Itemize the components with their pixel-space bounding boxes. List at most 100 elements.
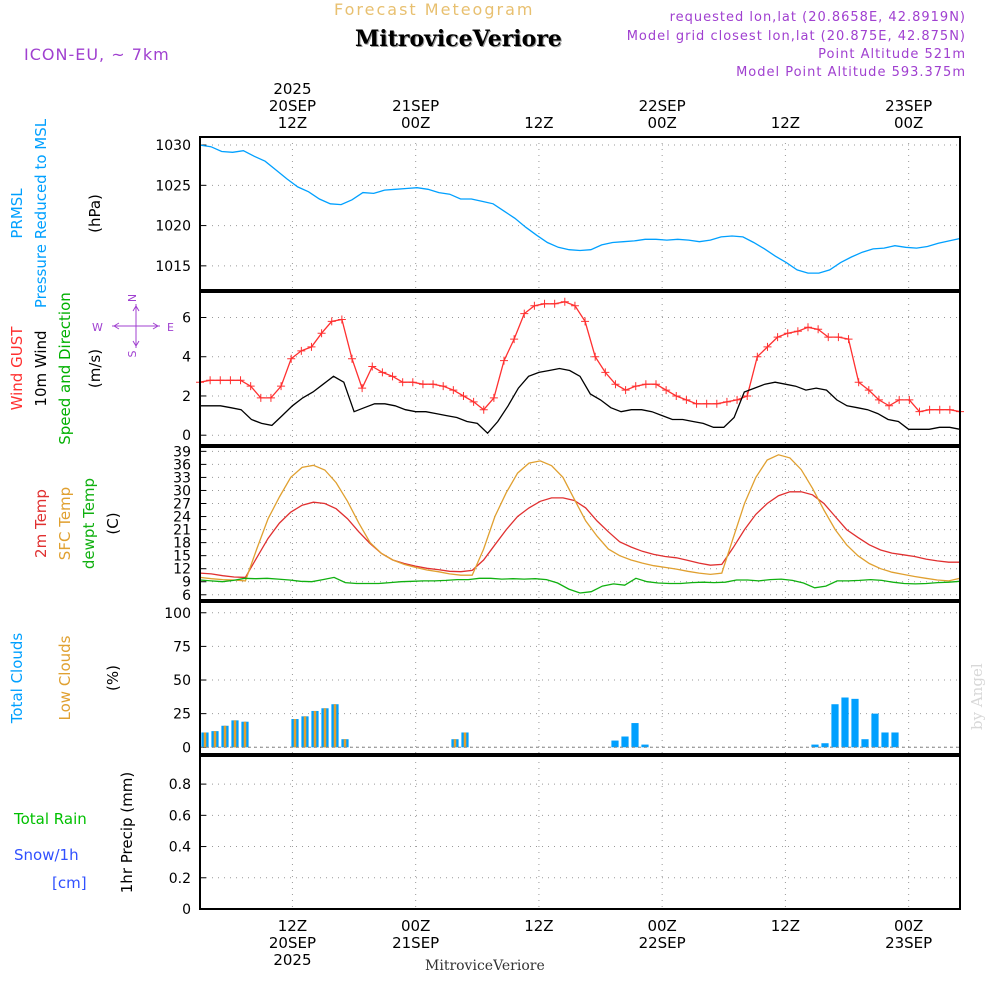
ytick-label: 25	[173, 707, 191, 723]
gust-point	[874, 395, 883, 404]
time-label-bottom: 22SEP	[639, 934, 686, 952]
ytick-label: 6	[182, 588, 191, 604]
ytick-label: 18	[173, 536, 191, 552]
ytick-label: 0.8	[169, 777, 191, 793]
gust-point	[611, 380, 620, 389]
ytick-label: 1015	[155, 259, 191, 275]
bar-total	[871, 713, 879, 748]
gust-point	[601, 368, 610, 377]
compass-arrows	[112, 304, 160, 348]
gust-point	[368, 362, 377, 371]
time-label-top: 20SEP	[269, 97, 316, 115]
bar-total	[851, 698, 859, 748]
bar-total	[611, 740, 619, 748]
gust-point	[631, 382, 640, 391]
gust-point	[702, 399, 711, 408]
bar-low	[293, 719, 297, 748]
closest-coords: Model grid closest lon,lat (20.875E, 42.…	[626, 29, 966, 44]
gust-point	[864, 386, 873, 395]
gust-point	[398, 378, 407, 387]
bar-low	[213, 731, 217, 748]
gust-point	[712, 399, 721, 408]
gust-point	[297, 346, 306, 355]
gust-point	[378, 368, 387, 377]
time-label-bottom: 12Z	[524, 917, 553, 935]
gust-point	[570, 301, 579, 310]
ytick-label: 12	[173, 562, 191, 578]
gust-point	[925, 405, 934, 414]
panel-title-line: 10m Wind	[32, 330, 50, 406]
bar-low	[453, 739, 457, 748]
ytick-label: 1025	[155, 178, 191, 194]
gust-point	[337, 315, 346, 324]
ytick-label: 50	[173, 673, 191, 689]
gust-point	[530, 301, 539, 310]
gust-point	[429, 380, 438, 389]
panel-title-line: Pressure Reduced to MSL	[32, 118, 50, 308]
gust-point	[226, 376, 235, 385]
series-line-sfc-temp	[199, 454, 961, 582]
ytick-label: 30	[173, 483, 191, 499]
ytick-label: 0	[182, 428, 191, 444]
ytick-label: 1030	[155, 138, 191, 154]
gust-point	[206, 376, 215, 385]
bar-low	[203, 732, 207, 748]
product-title: Forecast Meteogram	[334, 0, 535, 19]
gust-point	[540, 299, 549, 308]
gust-point	[439, 382, 448, 391]
gust-point	[783, 329, 792, 338]
time-label-top: 21SEP	[392, 97, 439, 115]
gust-point	[641, 380, 650, 389]
time-label-top: 00Z	[894, 114, 923, 132]
gust-point	[479, 405, 488, 414]
panel-title-line: Wind GUST	[8, 326, 26, 411]
ytick-label: 1020	[155, 219, 191, 235]
gust-point	[581, 317, 590, 326]
bar-low	[303, 716, 307, 748]
time-label-top: 12Z	[278, 114, 307, 132]
bar-total	[831, 704, 839, 748]
bar-total	[841, 697, 849, 748]
gust-point	[246, 382, 255, 391]
time-label-top: 2025	[273, 80, 311, 98]
gust-point	[287, 354, 296, 363]
gust-point	[520, 309, 529, 318]
gust-point	[348, 354, 356, 363]
gust-point	[307, 342, 316, 351]
panel-title-line: dewpt Temp	[80, 478, 98, 569]
model-altitude: Model Point Altitude 593.375m	[736, 65, 966, 80]
panel-title-line: PRMSL	[8, 188, 26, 239]
bar-low	[233, 720, 237, 748]
time-label-bottom: 00Z	[894, 917, 923, 935]
gust-point	[733, 395, 742, 404]
legend-snow-unit: [cm]	[52, 874, 87, 892]
panel-title-line: Low Clouds	[56, 635, 74, 720]
ytick-label: 9	[182, 575, 191, 591]
ytick-label: 0	[182, 902, 191, 918]
bar-total	[621, 736, 629, 748]
compass-south: S	[126, 350, 139, 357]
bar-total	[811, 744, 819, 748]
ytick-label: 4	[182, 350, 191, 366]
gust-point	[773, 333, 782, 342]
gust-point	[388, 372, 397, 381]
compass-east: E	[167, 321, 174, 334]
gust-point	[652, 380, 660, 389]
panel-frame-clouds	[199, 601, 961, 755]
gust-point	[500, 356, 508, 365]
gust-point	[216, 376, 225, 385]
compass-west: W	[92, 321, 103, 334]
gust-point	[266, 393, 275, 402]
time-label-bottom: 00Z	[401, 917, 430, 935]
panel-ylabel: (hPa)	[86, 194, 104, 233]
ytick-label: 75	[173, 639, 191, 655]
compass-north: N	[126, 294, 139, 302]
time-label-bottom: 23SEP	[885, 934, 932, 952]
gust-point	[935, 405, 944, 414]
gust-point	[327, 317, 336, 326]
bar-low	[463, 732, 467, 748]
panel-ylabel: (m/s)	[86, 349, 104, 388]
gust-point	[814, 325, 823, 334]
gust-point	[844, 335, 853, 344]
gust-point	[236, 376, 245, 385]
